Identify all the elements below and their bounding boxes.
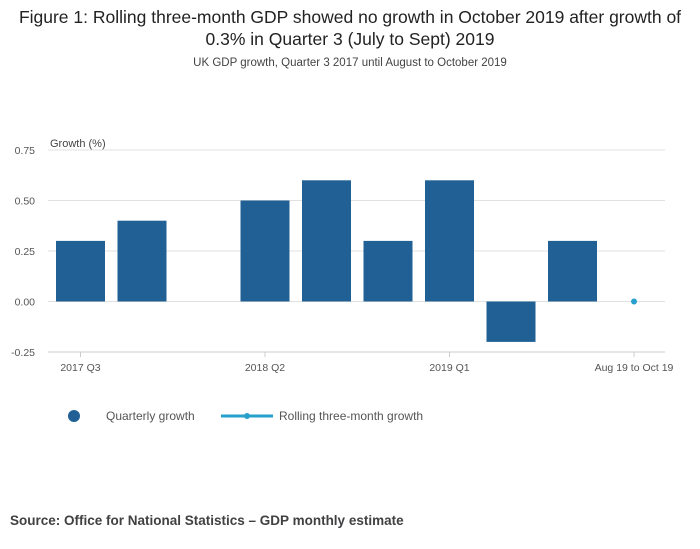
legend-swatch-rolling-point (244, 413, 250, 419)
legend-swatch-quarterly (68, 410, 80, 422)
source-note: Source: Office for National Statistics –… (10, 513, 404, 528)
x-tick-label: 2017 Q3 (60, 362, 100, 374)
bar-2017-q3 (56, 240, 105, 302)
bar-series (56, 180, 597, 342)
chart-title: Figure 1: Rolling three-month GDP showed… (18, 7, 682, 49)
x-tick-label: Aug 19 to Oct 19 (595, 362, 674, 374)
x-tick-label: 2019 Q1 (429, 362, 469, 374)
y-tick-label: 0.75 (15, 145, 36, 157)
bar-2018-q2 (240, 200, 290, 302)
x-axis-ticks: 2017 Q3 2018 Q2 2019 Q1 Aug 19 to Oct 19 (60, 352, 674, 374)
legend-label-rolling: Rolling three-month growth (279, 409, 423, 423)
bar-2018-q3 (302, 180, 351, 302)
bar-2017-q4 (117, 220, 167, 302)
bar-2019-q3 (548, 240, 597, 302)
bar-2018-q4 (363, 240, 413, 302)
chart-subtitle: UK GDP growth, Quarter 3 2017 until Augu… (193, 57, 507, 69)
y-tick-label: 0.50 (15, 196, 36, 208)
y-axis-ticks: 0.75 0.50 0.25 0.00 -0.25 (11, 145, 35, 359)
x-tick-label: 2018 Q2 (245, 362, 285, 374)
legend: Quarterly growth Rolling three-month gro… (68, 409, 423, 423)
y-tick-label: 0.00 (15, 297, 36, 309)
bar-2019-q2 (486, 301, 536, 342)
y-axis-title: Growth (%) (50, 138, 106, 150)
bar-2019-q1 (425, 180, 474, 302)
rolling-series (631, 298, 637, 305)
rolling-point (631, 298, 637, 305)
y-tick-label: 0.25 (15, 246, 36, 258)
legend-label-quarterly: Quarterly growth (106, 409, 195, 423)
y-tick-label: -0.25 (11, 347, 35, 359)
